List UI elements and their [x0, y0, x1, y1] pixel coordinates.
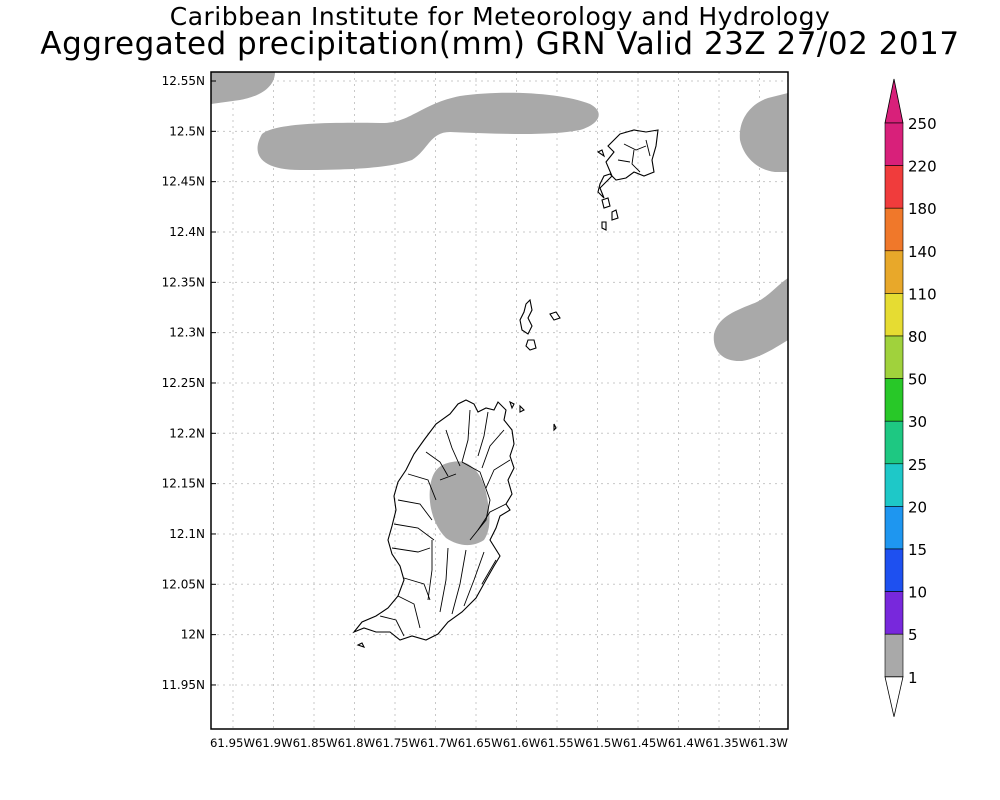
latitude-label: 12.15N [162, 477, 205, 491]
color-legend: 250 220 180 140 110 80 50 30 25 20 15 10 5 1 [884, 78, 937, 717]
legend-label: 80 [908, 328, 927, 346]
legend-label: 250 [908, 115, 937, 133]
latitude-label: 12.1N [169, 527, 205, 541]
latitude-label: 12N [181, 628, 205, 642]
longitude-labels: 61.95W61.9W61.85W61.8W61.75W61.7W61.65W6… [210, 737, 788, 750]
legend-swatch [884, 420, 904, 465]
latitude-label: 12.55N [162, 74, 205, 88]
latitude-label: 12.5N [169, 124, 205, 138]
grenada-parish-lines [379, 409, 511, 637]
carriacou-coastline [597, 129, 659, 199]
legend-swatch [884, 591, 904, 635]
legend-swatch [884, 633, 904, 678]
legend-label: 20 [908, 498, 927, 516]
map-frame [210, 71, 789, 730]
legend-swatch [884, 165, 904, 209]
legend-swatch [884, 122, 904, 166]
latitude-label: 12.35N [162, 275, 205, 289]
latitude-label: 12.25N [162, 376, 205, 390]
legend-top-arrow [884, 78, 904, 124]
legend-swatch [884, 378, 904, 422]
precip-area-north-band [257, 92, 599, 170]
precipitation-layer [211, 72, 788, 546]
map-subtitle: Aggregated precipitation(mm) GRN Valid 2… [40, 26, 960, 62]
latitude-label: 11.95N [162, 678, 205, 692]
precip-area-top-left [211, 72, 275, 104]
legend-label: 25 [908, 456, 927, 474]
legend-swatch [884, 335, 904, 379]
map-area [211, 72, 788, 729]
legend-label: 180 [908, 200, 937, 218]
map-gridlines [211, 72, 788, 729]
latitude-label: 12.3N [169, 326, 205, 340]
legend-swatch [884, 250, 904, 294]
legend-swatch [884, 506, 904, 550]
legend-label: 1 [908, 669, 918, 687]
legend-label: 220 [908, 158, 937, 176]
legend-swatch [884, 463, 904, 507]
legend-label: 5 [908, 626, 918, 644]
precip-area-grenada [429, 461, 490, 546]
latitude-label: 12.2N [169, 426, 205, 440]
coastline-layer [352, 129, 659, 648]
latitude-label: 12.4N [169, 225, 205, 239]
latitude-label: 12.05N [162, 577, 205, 591]
islet-group-middle [519, 298, 533, 335]
legend-label: 30 [908, 413, 927, 431]
legend-label: 110 [908, 285, 937, 303]
grenada-coastline [352, 399, 515, 641]
legend-swatch [884, 548, 904, 592]
legend-bottom-arrow [884, 676, 904, 717]
legend-swatch [884, 207, 904, 252]
precip-area-east [713, 278, 788, 362]
legend-label: 15 [908, 541, 927, 559]
legend-label: 10 [908, 584, 927, 602]
legend-label: 50 [908, 371, 927, 389]
legend-label: 140 [908, 243, 937, 261]
map-title: Caribbean Institute for Meteorology and … [169, 2, 831, 31]
precip-area-northeast [739, 93, 788, 172]
legend-swatch [884, 293, 904, 337]
latitude-labels: 12.55N 12.5N 12.45N 12.4N 12.35N 12.3N 12.25N 1… [162, 74, 216, 692]
latitude-label: 12.45N [162, 175, 205, 189]
